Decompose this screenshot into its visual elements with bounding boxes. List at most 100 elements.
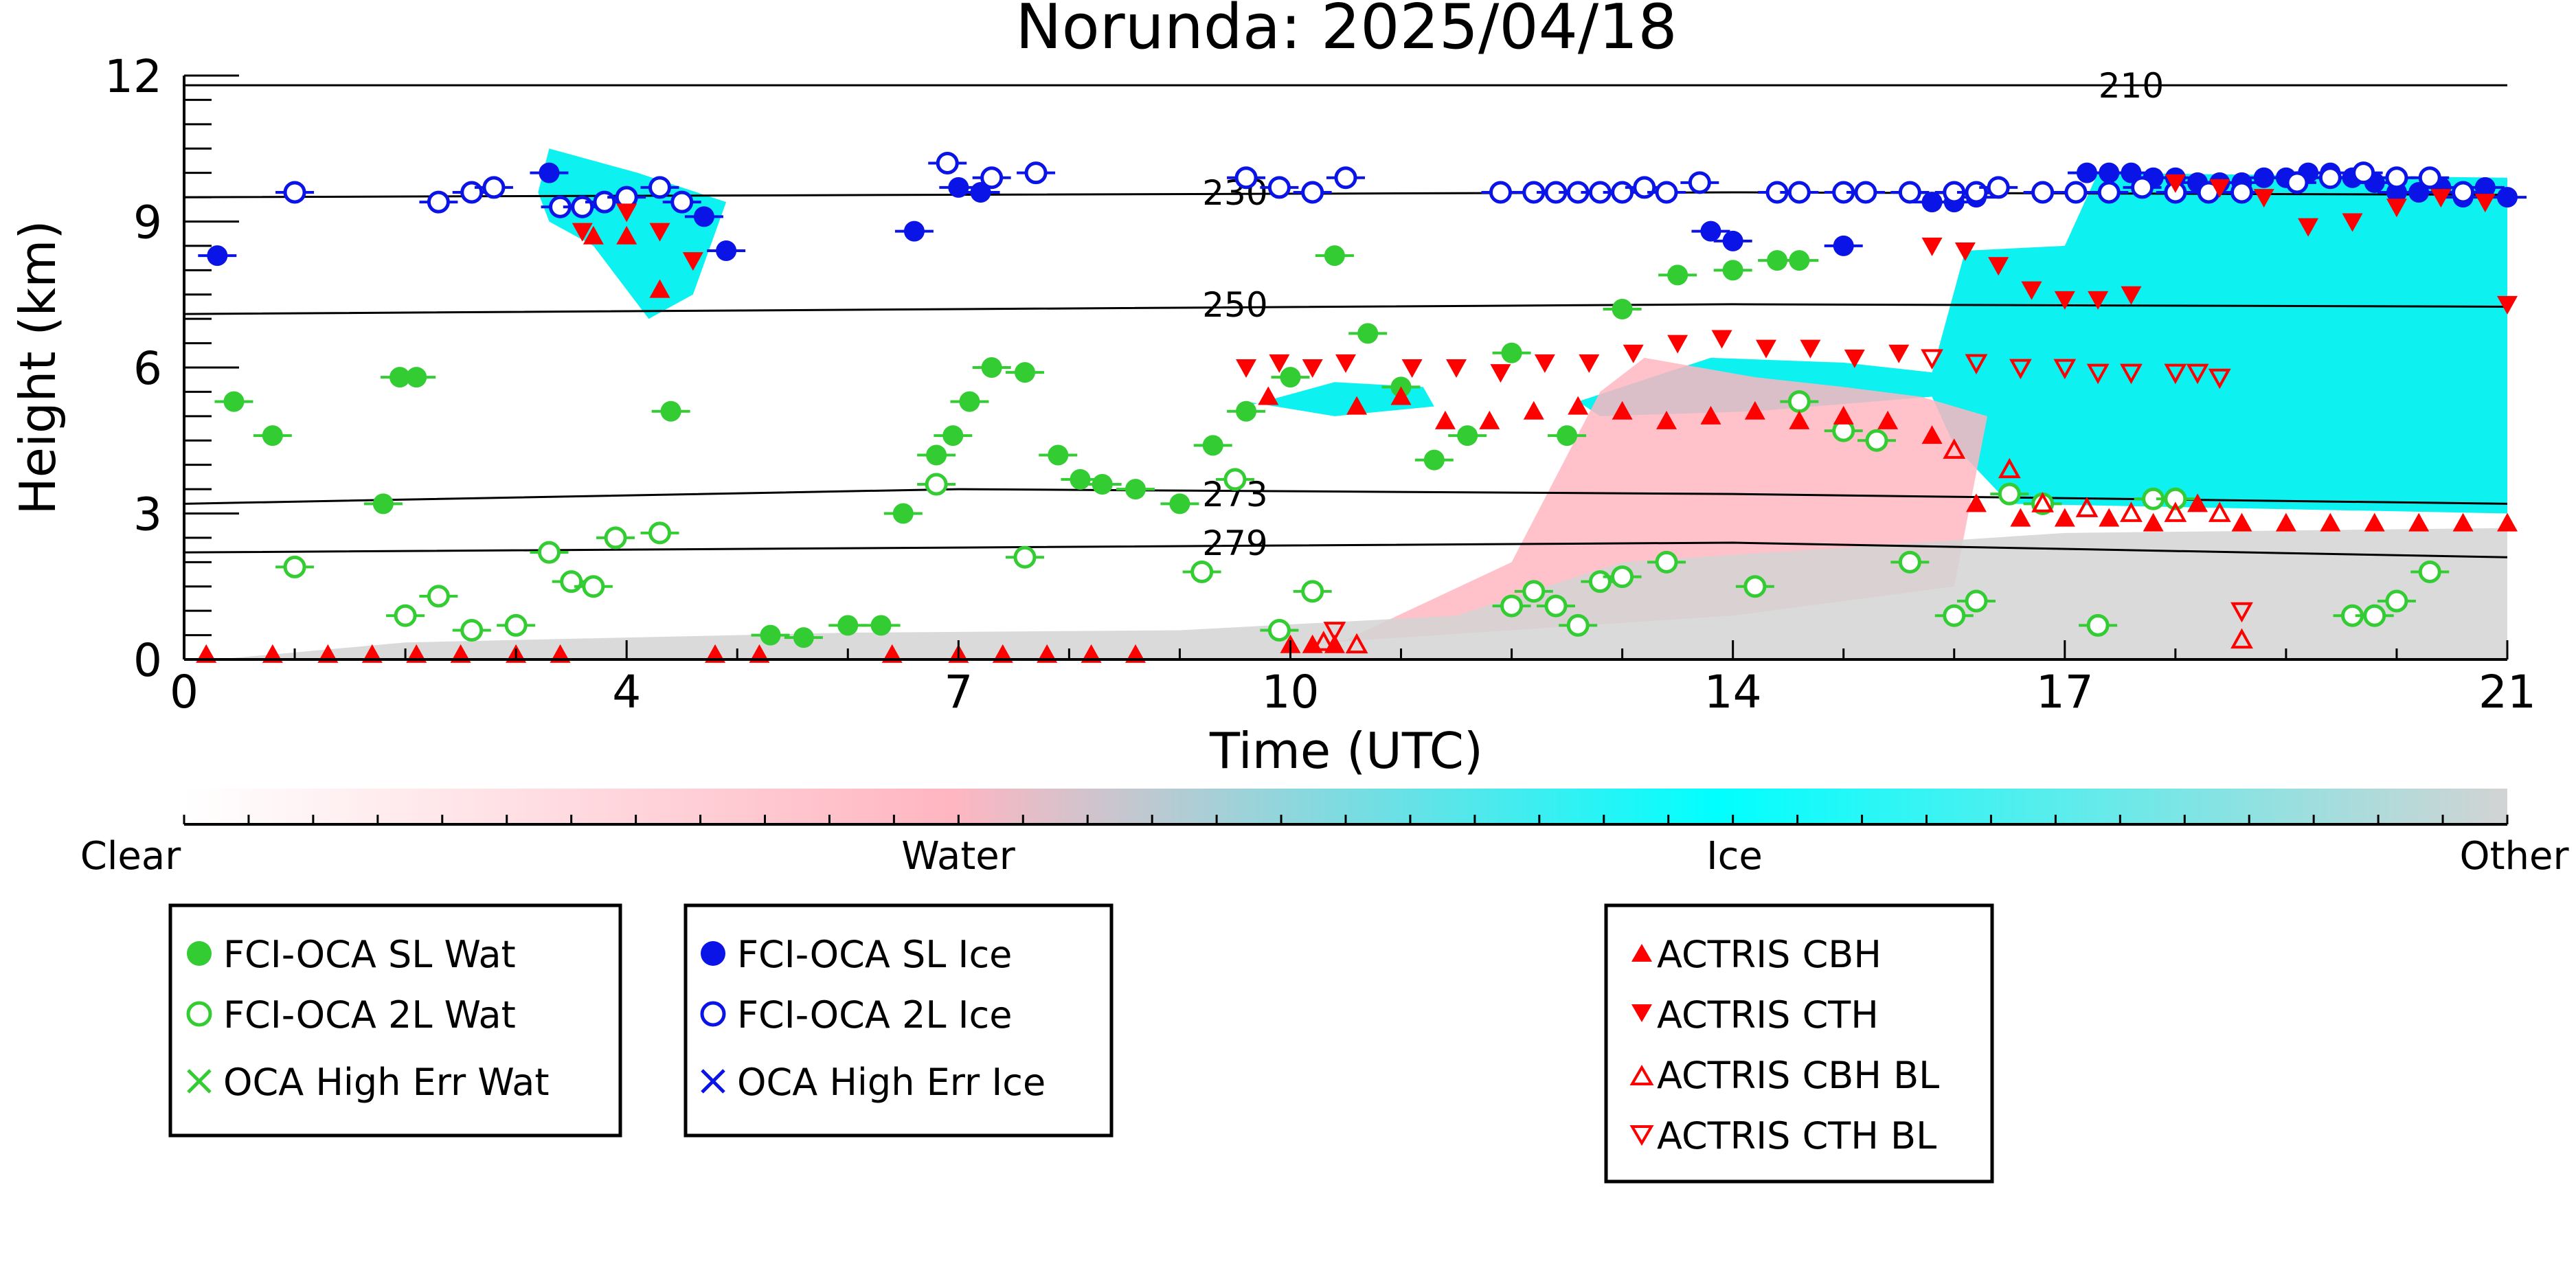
data-point (1566, 613, 1590, 637)
data-point (981, 357, 1002, 378)
isotherm-line-273 (183, 488, 2508, 505)
legend-marker-cbh (1631, 944, 1652, 962)
cloud-region-ice (1578, 172, 2507, 514)
data-point (1667, 264, 1688, 286)
data-point (2120, 363, 2143, 385)
cloud-region-ice (1246, 382, 1434, 416)
data-point (583, 225, 604, 245)
legend-label-cbh-bl: ACTRIS CBH BL (1657, 1054, 1939, 1097)
data-point (2053, 359, 2077, 380)
data-point (1125, 479, 1146, 500)
data-point (1612, 299, 1633, 319)
data-point (1357, 323, 1379, 344)
data-point (1998, 482, 2021, 506)
data-point (1943, 604, 1966, 627)
data-point (682, 252, 703, 271)
isotherm-label-210: 210 (2099, 66, 2164, 106)
data-point (2253, 167, 2274, 188)
data-point (903, 221, 925, 242)
data-point (926, 444, 947, 466)
isotherm-label-250: 250 (1202, 285, 1267, 325)
data-point (1013, 545, 1037, 569)
legend-marker-sl-ice (701, 941, 725, 966)
data-point (1921, 237, 1943, 256)
data-point (539, 162, 560, 183)
data-point (2230, 602, 2253, 623)
legend-label-err-wat: OCA High Err Wat (223, 1061, 550, 1104)
data-point (1501, 342, 1522, 363)
data-point (1236, 400, 1257, 422)
colorbar-label-ice: Ice (1706, 834, 1763, 879)
colorbar-label-clear: Clear (80, 834, 181, 879)
data-point (1789, 410, 1810, 429)
data-point (2165, 174, 2186, 193)
data-point (1943, 438, 1966, 459)
data-point (1688, 171, 1711, 194)
data-point (1787, 390, 1811, 414)
data-point (2275, 512, 2296, 532)
y-tick-label: 3 (133, 488, 162, 541)
data-point (1611, 565, 1634, 589)
data-point (427, 585, 450, 608)
data-point (1236, 359, 1257, 378)
legend-label-err-ice: OCA High Err Ice (737, 1061, 1046, 1104)
data-point (2075, 497, 2099, 517)
data-point (1767, 250, 1788, 271)
legend-water-box (168, 903, 622, 1138)
data-point (2364, 512, 2385, 532)
data-point (460, 619, 484, 642)
data-point (262, 425, 283, 447)
data-point (2386, 199, 2407, 218)
data-point (1269, 354, 1290, 373)
y-tick-label: 0 (133, 634, 162, 687)
series-actris-cth (572, 174, 2518, 383)
data-point (1457, 425, 1478, 447)
data-point (1490, 364, 1511, 383)
x-tick-label: 7 (944, 666, 973, 719)
data-point (1844, 349, 1865, 368)
data-point (2452, 512, 2474, 532)
data-point (1898, 181, 1921, 204)
y-tick-label: 6 (133, 342, 162, 395)
data-point (2086, 363, 2110, 385)
data-point (1656, 410, 1677, 429)
data-point (760, 624, 781, 646)
data-point (1346, 396, 1368, 415)
data-point (1854, 181, 1877, 204)
data-point (1334, 166, 1357, 190)
colorbar-label-water: Water (901, 834, 1016, 879)
data-point (1302, 359, 1323, 378)
data-point (2352, 161, 2375, 185)
data-point (2031, 492, 2054, 512)
data-point (2452, 181, 2475, 204)
data-point (604, 526, 627, 550)
data-point (648, 176, 672, 199)
y-tick-label: 9 (133, 196, 162, 249)
isotherm-label-279: 279 (1202, 523, 1267, 563)
data-point (2121, 286, 2142, 305)
data-point (1998, 457, 2021, 479)
y-axis-label: Height (km) (9, 221, 67, 515)
data-point (2186, 363, 2209, 385)
data-point (460, 181, 484, 204)
data-point (1833, 405, 1854, 425)
x-axis-label: Time (UTC) (1209, 722, 1483, 780)
data-point (1787, 181, 1811, 204)
data-point (1223, 468, 1247, 491)
data-point (2099, 162, 2120, 183)
data-point (1965, 589, 1988, 613)
data-point (1877, 410, 1899, 429)
legend-marker-err-wat (187, 1069, 212, 1094)
data-point (2064, 181, 2088, 204)
data-point (2010, 508, 2031, 527)
data-point (2086, 613, 2110, 637)
data-point (283, 555, 306, 578)
legend-marker-err-ice (701, 1069, 725, 1094)
series-actris-cth-bl (1323, 349, 2253, 642)
data-point (2497, 187, 2518, 208)
x-tick-label: 14 (1704, 666, 1762, 719)
legend-actris: ACTRIS CBH ACTRIS CTH ACTRIS CBH BL ACTR… (1604, 903, 1994, 1184)
data-point (1655, 181, 1678, 204)
x-tick-label: 0 (170, 666, 199, 719)
data-point (1423, 449, 1445, 471)
